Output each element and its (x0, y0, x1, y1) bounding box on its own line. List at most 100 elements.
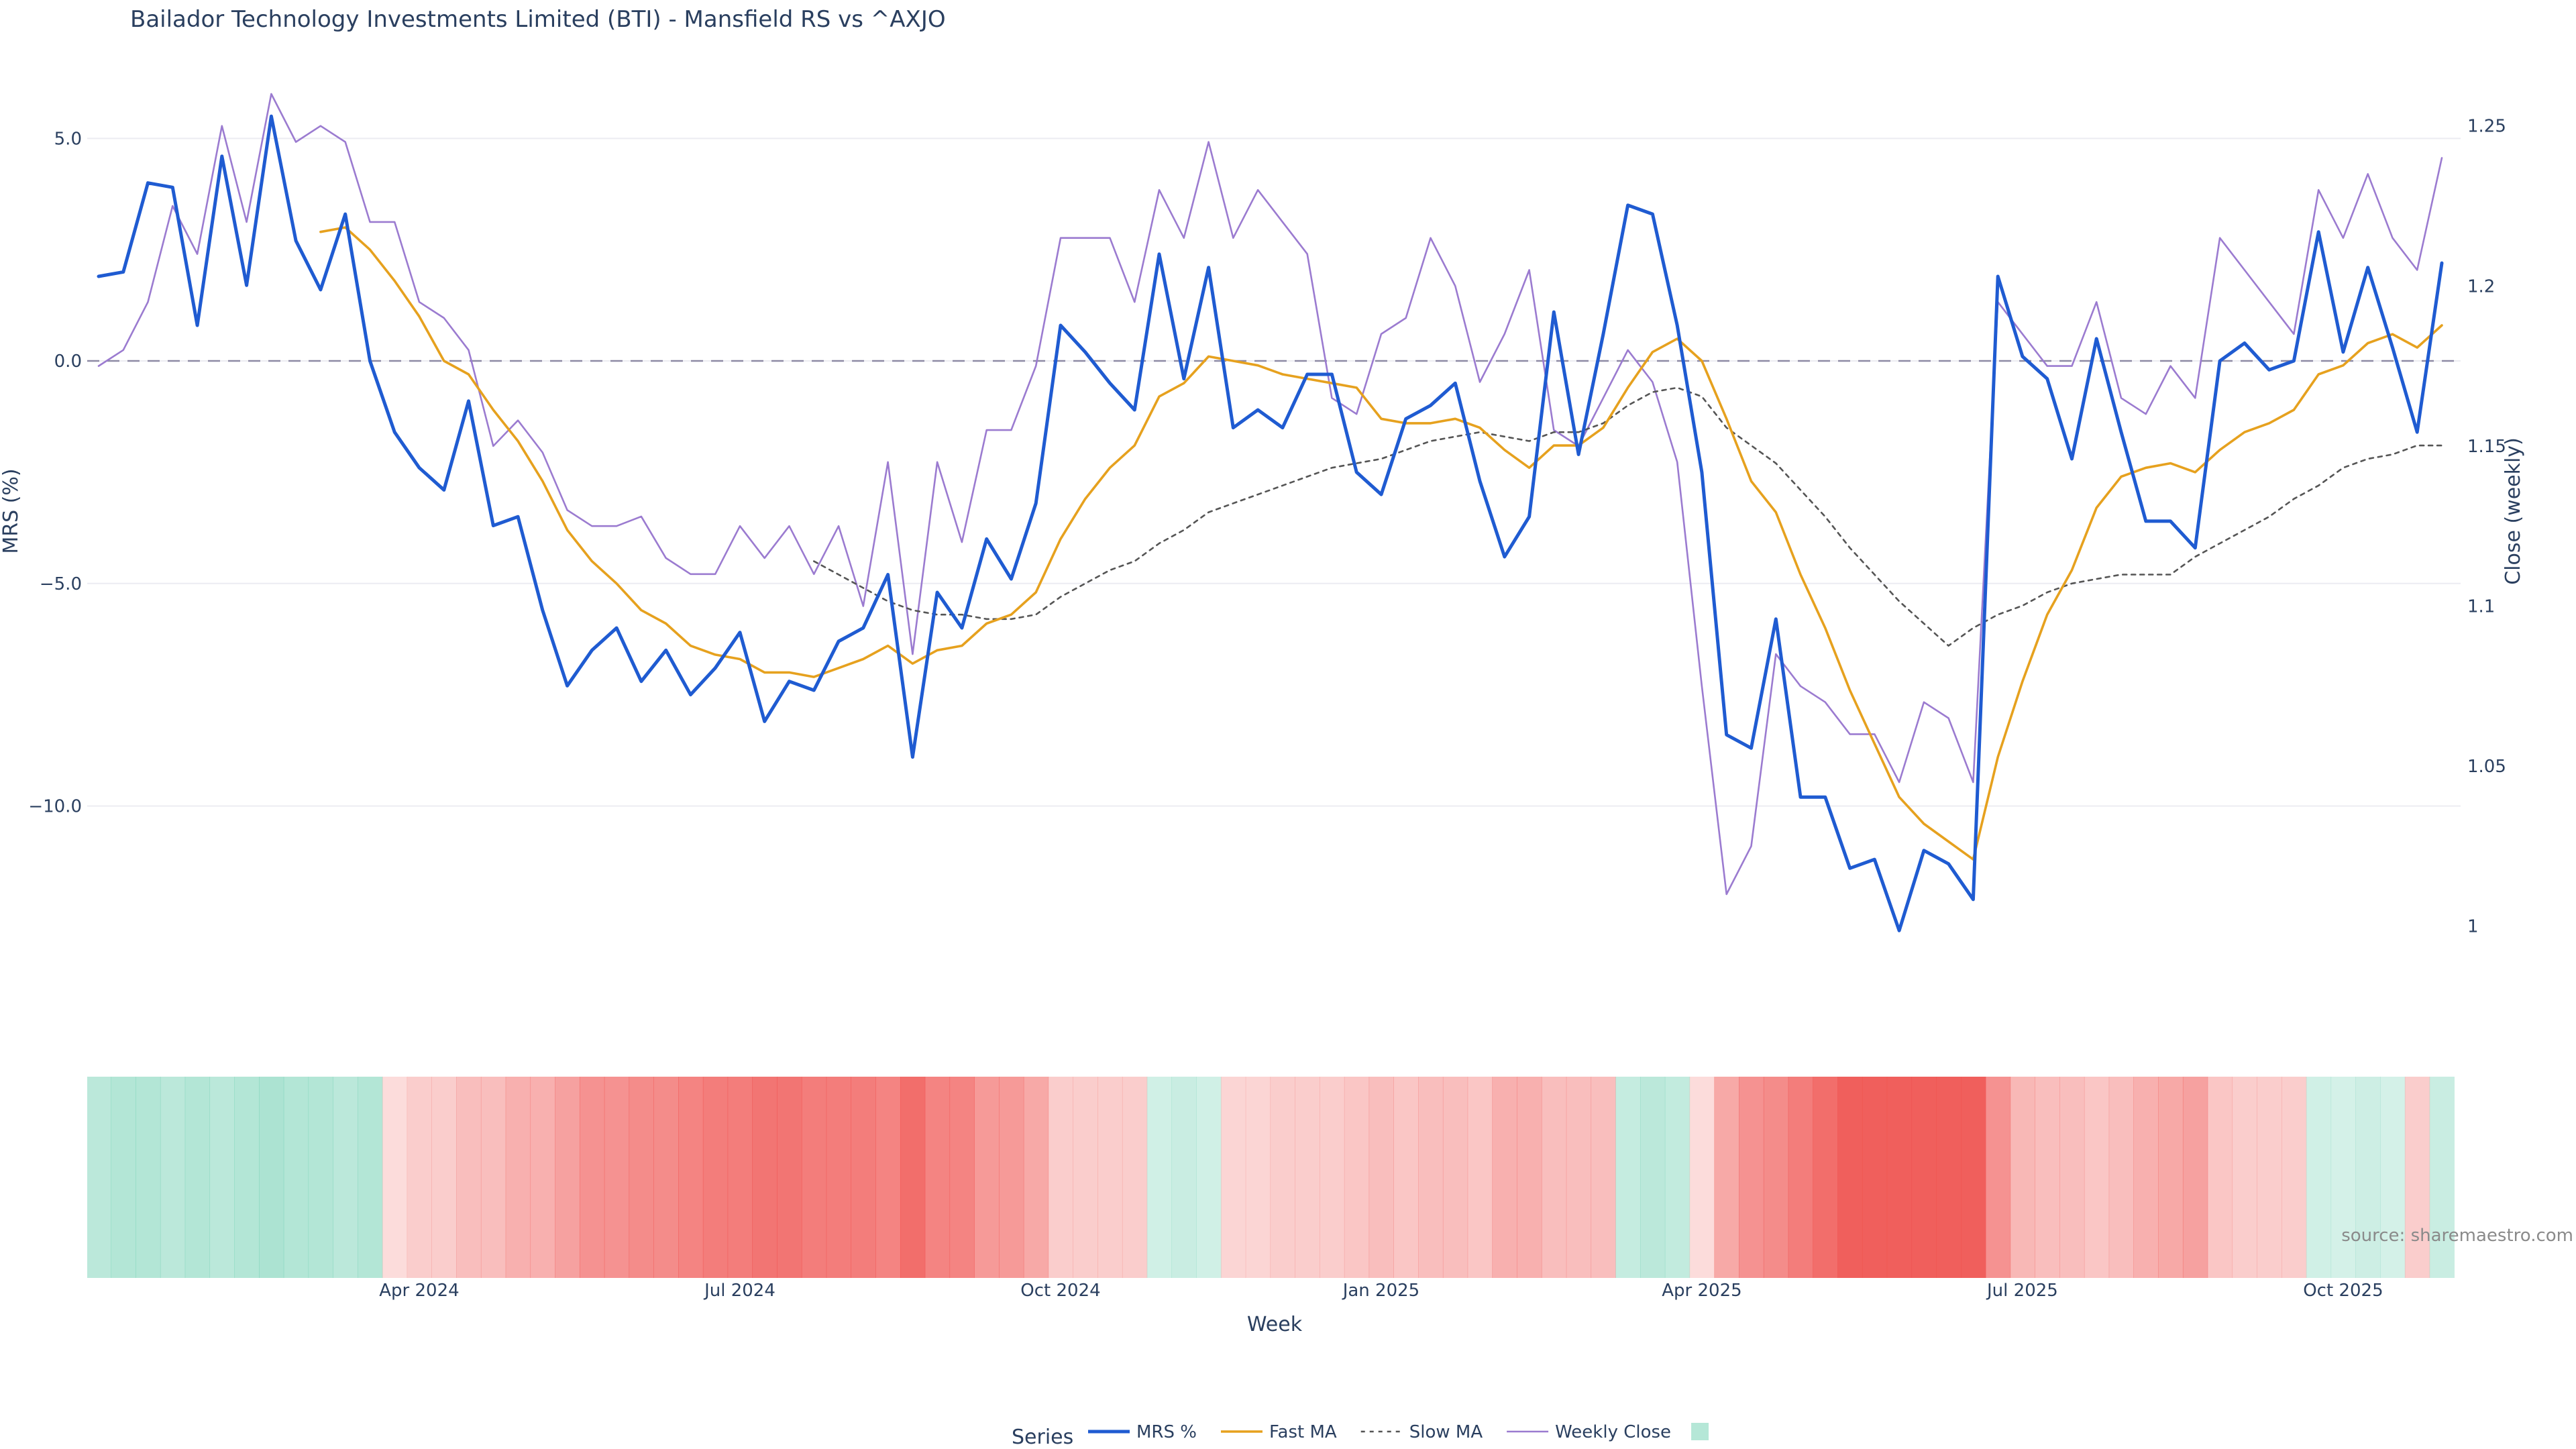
heatmap-cell (1886, 1077, 1913, 1278)
heatmap-cell (1368, 1077, 1394, 1278)
x-tick-label: Jan 2025 (1342, 1281, 1420, 1301)
heatmap-cell (1739, 1077, 1764, 1278)
legend-label-mrs: MRS % (1136, 1422, 1197, 1442)
heatmap-cell (1936, 1077, 1962, 1278)
heatmap-strip (87, 1077, 2455, 1278)
y-tick-label: −5.0 (40, 574, 82, 594)
heatmap-cell (505, 1077, 531, 1278)
series-line-slow (813, 386, 2443, 647)
heatmap-cell (900, 1077, 926, 1278)
heatmap-cell (1196, 1077, 1222, 1278)
heatmap-cell (678, 1077, 704, 1278)
heatmap-cell (777, 1077, 802, 1278)
heatmap-cell (1837, 1077, 1863, 1278)
heatmap-cell (431, 1077, 457, 1278)
heatmap-cell (1320, 1077, 1345, 1278)
heatmap-cell (1073, 1077, 1098, 1278)
heatmap-cell (727, 1077, 753, 1278)
series-lines (97, 93, 2444, 932)
legend-label-close: Weekly Close (1555, 1422, 1671, 1442)
heatmap-cell (1418, 1077, 1444, 1278)
legend-title: Series (1012, 1426, 1073, 1449)
heatmap-cell (1615, 1077, 1641, 1278)
heatmap-cell (1961, 1077, 1986, 1278)
heatmap-cell (2355, 1077, 2381, 1278)
heatmap-cell (2207, 1077, 2233, 1278)
heatmap-cell (2380, 1077, 2406, 1278)
heatmap-cell (924, 1077, 951, 1278)
y2-tick-label: 1.2 (2467, 276, 2495, 297)
heatmap-cell (234, 1077, 260, 1278)
heatmap-cell (579, 1077, 605, 1278)
y2-tick-label: 1.05 (2467, 757, 2506, 777)
heatmap-cell (555, 1077, 580, 1278)
y2-tick-label: 1.25 (2467, 117, 2506, 137)
heatmap-cell (258, 1077, 284, 1278)
y2-tick-label: 1.1 (2467, 597, 2495, 617)
source-note: source: sharemaestro.com (2341, 1226, 2573, 1246)
heatmap-cell (1788, 1077, 1814, 1278)
heatmap-cell (2429, 1077, 2455, 1278)
heatmap-cell (1591, 1077, 1616, 1278)
series-line-mrs (97, 114, 2444, 932)
x-axis-title: Week (1247, 1313, 1303, 1336)
heatmap-cell (629, 1077, 654, 1278)
heatmap-cell (283, 1077, 309, 1278)
heatmap-cell (407, 1077, 432, 1278)
heatmap-cell (1245, 1077, 1271, 1278)
heatmap-cell (1911, 1077, 1937, 1278)
heatmap-cell (136, 1077, 161, 1278)
legend: Series MRS % Fast MA Slow MA Weekly Close (1012, 1422, 1709, 1449)
heatmap-cell (1023, 1077, 1049, 1278)
heatmap-cell (530, 1077, 555, 1278)
heatmap-cell (1467, 1077, 1493, 1278)
legend-label-fast: Fast MA (1269, 1422, 1337, 1442)
heatmap-cell (1541, 1077, 1567, 1278)
x-tick-label: Jul 2025 (1986, 1281, 2058, 1301)
y2-tick-label: 1.15 (2467, 437, 2506, 457)
heatmap-cell (801, 1077, 827, 1278)
heatmap-cell (87, 1077, 111, 1278)
heatmap-cell (160, 1077, 186, 1278)
heatmap-cell (1220, 1077, 1246, 1278)
heatmap-cell (999, 1077, 1024, 1278)
heatmap-cell (851, 1077, 876, 1278)
heatmap-cell (1442, 1077, 1468, 1278)
heatmap-cell (333, 1077, 358, 1278)
heatmap-cell (184, 1077, 211, 1278)
heatmap-cell (1393, 1077, 1419, 1278)
heatmap-cell (1664, 1077, 1690, 1278)
x-tick-label: Jul 2024 (703, 1281, 775, 1301)
heatmap-cell (2306, 1077, 2332, 1278)
heatmap-cell (2059, 1077, 2085, 1278)
x-tick-label: Apr 2025 (1662, 1281, 1741, 1301)
heatmap-cell (1146, 1077, 1173, 1278)
chart-title: Bailador Technology Investments Limited … (130, 6, 946, 33)
heatmap-cell (2010, 1077, 2035, 1278)
heatmap-cell (2282, 1077, 2307, 1278)
y-tick-label: 0.0 (54, 352, 82, 372)
y2-tick-label: 1 (2467, 917, 2479, 937)
heatmap-cell (653, 1077, 679, 1278)
heatmap-cell (826, 1077, 852, 1278)
y2-axis-title: Close (weekly) (2502, 437, 2525, 585)
heatmap-cell (2035, 1077, 2060, 1278)
heatmap-cell (1097, 1077, 1123, 1278)
heatmap-cell (308, 1077, 333, 1278)
heatmap-cell (456, 1077, 482, 1278)
heatmap-cell (1763, 1077, 1789, 1278)
heatmap-cell (702, 1077, 729, 1278)
heatmap-cell (2108, 1077, 2134, 1278)
axis-ticks: 5.0 0.0 −5.0 −10.0 1.25 1.2 1.15 1.1 1.05 1 Apr 20… (28, 117, 2506, 1301)
heatmap-cell (752, 1077, 777, 1278)
heatmap-cell (2232, 1077, 2257, 1278)
x-tick-label: Apr 2024 (379, 1281, 459, 1301)
heatmap-cell (1517, 1077, 1542, 1278)
heatmap-cell (209, 1077, 235, 1278)
heatmap-cell (2158, 1077, 2184, 1278)
y-axis-title: MRS (%) (0, 468, 23, 553)
heatmap-cell (1985, 1077, 2011, 1278)
heatmap-cell (480, 1077, 506, 1278)
series-line-close (97, 93, 2443, 896)
